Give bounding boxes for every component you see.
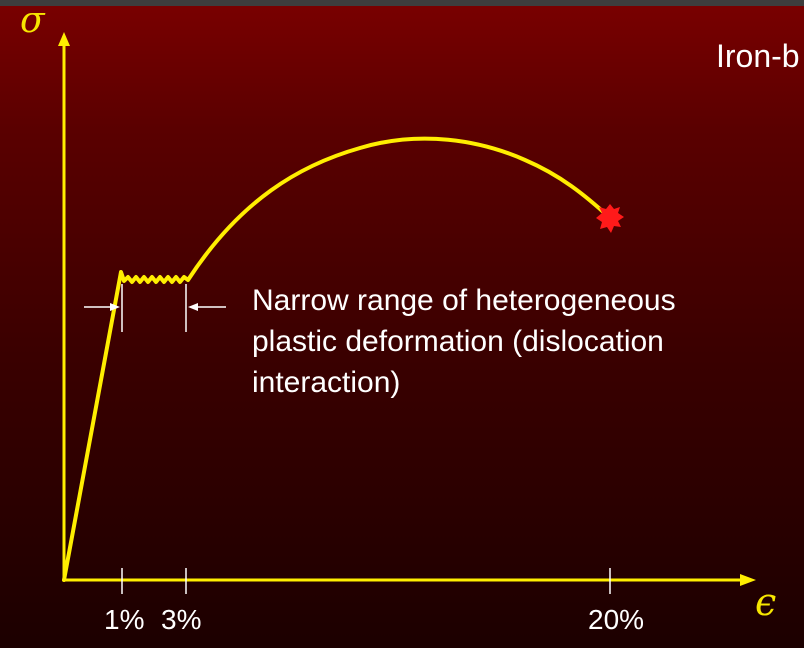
- range-right-arrowhead: [188, 303, 198, 311]
- tick-label-1: 1%: [104, 604, 145, 635]
- annotation-line-3: interaction): [252, 366, 401, 399]
- stress-strain-curve: [62, 136, 612, 582]
- x-axis-arrowhead: [740, 574, 756, 586]
- fracture-burst-icon: [596, 204, 624, 233]
- y-axis-arrowhead: [58, 32, 70, 46]
- tick-label-3: 3%: [161, 604, 202, 635]
- strain-symbol: ϵ: [755, 580, 777, 624]
- stress-symbol: σ: [20, 0, 45, 41]
- annotation-line-2: plastic deformation (dislocation: [252, 325, 664, 358]
- annotation-text: Narrow range of heterogeneous plastic de…: [252, 280, 772, 403]
- tick-label-20: 20%: [588, 604, 645, 635]
- slide-title: Iron-b: [716, 38, 800, 74]
- annotation-line-1: Narrow range of heterogeneous: [252, 284, 676, 317]
- range-left-arrowhead: [110, 303, 120, 311]
- top-bar: [0, 0, 804, 6]
